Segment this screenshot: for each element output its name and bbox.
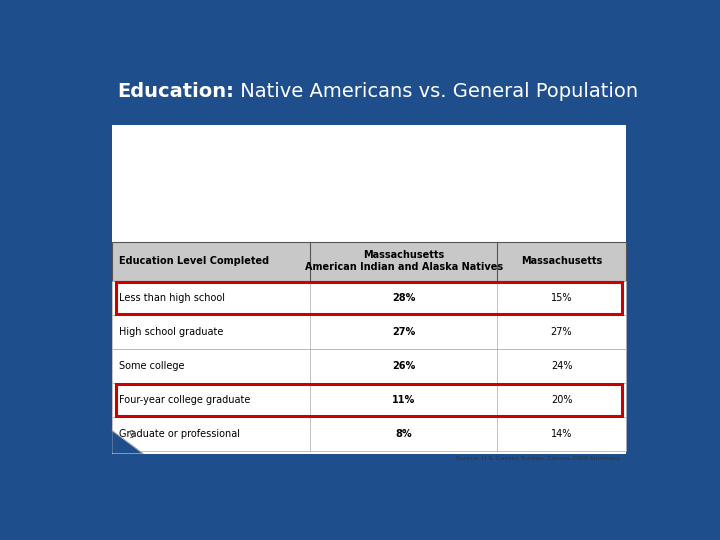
Text: Four-year college graduate: Four-year college graduate [119, 395, 251, 406]
Text: Education:: Education: [117, 82, 234, 102]
Text: 27%: 27% [551, 327, 572, 337]
Text: 8%: 8% [395, 429, 412, 440]
Polygon shape [112, 431, 143, 454]
Text: 9: 9 [129, 430, 135, 440]
Text: Massachusetts: Massachusetts [521, 256, 602, 266]
Text: Less than high school: Less than high school [119, 293, 225, 303]
FancyBboxPatch shape [112, 417, 626, 451]
Text: 20%: 20% [551, 395, 572, 406]
Text: Source: U.S. Census Bureau, Census 2000 Summary: Source: U.S. Census Bureau, Census 2000 … [456, 456, 620, 461]
Text: 24%: 24% [551, 361, 572, 372]
Text: 26%: 26% [392, 361, 415, 372]
FancyBboxPatch shape [112, 349, 626, 383]
Text: Graduate or professional: Graduate or professional [119, 429, 240, 440]
Text: 15%: 15% [551, 293, 572, 303]
Text: 28%: 28% [392, 293, 415, 303]
FancyBboxPatch shape [112, 315, 626, 349]
Text: Native Americans vs. General Population: Native Americans vs. General Population [234, 82, 638, 102]
Text: 27%: 27% [392, 327, 415, 337]
Text: 14%: 14% [551, 429, 572, 440]
FancyBboxPatch shape [112, 383, 626, 417]
FancyBboxPatch shape [112, 125, 626, 454]
Text: Some college: Some college [119, 361, 184, 372]
FancyBboxPatch shape [112, 241, 626, 281]
Text: Massachusetts
American Indian and Alaska Natives: Massachusetts American Indian and Alaska… [305, 251, 503, 272]
Text: High school graduate: High school graduate [119, 327, 223, 337]
Text: Education Level Completed: Education Level Completed [119, 256, 269, 266]
Text: 11%: 11% [392, 395, 415, 406]
FancyBboxPatch shape [112, 281, 626, 315]
